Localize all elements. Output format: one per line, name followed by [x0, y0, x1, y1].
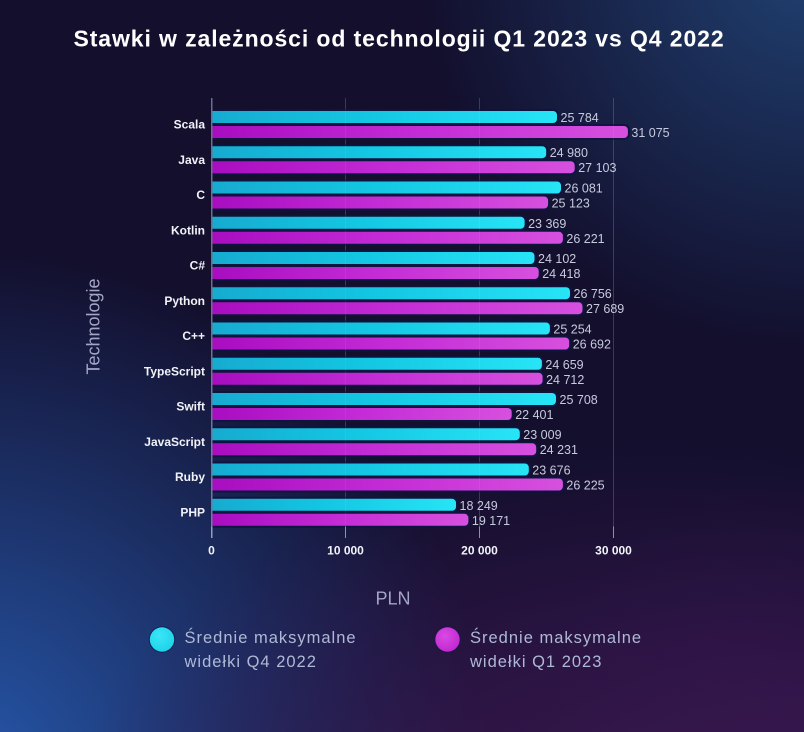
- svg-text:PHP: PHP: [180, 506, 205, 520]
- svg-text:C: C: [196, 188, 205, 202]
- svg-text:widełki Q1 2023: widełki Q1 2023: [469, 653, 602, 671]
- svg-text:24 980: 24 980: [550, 146, 588, 160]
- svg-text:25 123: 25 123: [552, 197, 590, 211]
- svg-text:24 418: 24 418: [542, 267, 580, 281]
- svg-text:26 692: 26 692: [573, 338, 611, 352]
- svg-text:27 103: 27 103: [578, 161, 616, 175]
- svg-text:24 231: 24 231: [540, 443, 578, 457]
- svg-text:C#: C#: [190, 259, 206, 273]
- svg-text:Ruby: Ruby: [175, 470, 205, 484]
- svg-text:C++: C++: [182, 329, 205, 343]
- svg-text:22 401: 22 401: [515, 408, 553, 422]
- svg-text:23 369: 23 369: [528, 217, 566, 231]
- svg-text:24 712: 24 712: [546, 373, 584, 387]
- svg-text:26 221: 26 221: [566, 232, 604, 246]
- svg-text:30 000: 30 000: [595, 544, 632, 558]
- svg-text:26 225: 26 225: [566, 479, 604, 493]
- svg-text:10 000: 10 000: [327, 544, 364, 558]
- svg-text:25 708: 25 708: [560, 393, 598, 407]
- svg-text:Średnie maksymalne: Średnie maksymalne: [470, 628, 642, 647]
- svg-text:Swift: Swift: [176, 400, 205, 414]
- svg-text:24 102: 24 102: [538, 252, 576, 266]
- svg-text:25 254: 25 254: [553, 323, 591, 337]
- svg-text:TypeScript: TypeScript: [144, 364, 205, 378]
- svg-text:19 171: 19 171: [472, 514, 510, 528]
- svg-text:PLN: PLN: [375, 589, 410, 609]
- svg-text:31 075: 31 075: [631, 126, 669, 140]
- svg-text:widełki Q4 2022: widełki Q4 2022: [184, 653, 317, 671]
- svg-text:24 659: 24 659: [545, 358, 583, 372]
- svg-text:Technologie: Technologie: [84, 278, 104, 374]
- svg-text:Stawki w zależności od technol: Stawki w zależności od technologii Q1 20…: [73, 26, 724, 52]
- svg-text:18 249: 18 249: [460, 499, 498, 513]
- svg-text:25 784: 25 784: [561, 111, 599, 125]
- svg-text:26 756: 26 756: [574, 287, 612, 301]
- svg-text:23 676: 23 676: [532, 464, 570, 478]
- svg-text:JavaScript: JavaScript: [144, 435, 205, 449]
- svg-text:0: 0: [208, 544, 215, 558]
- svg-text:Java: Java: [178, 153, 205, 167]
- svg-text:Python: Python: [164, 294, 205, 308]
- svg-text:Kotlin: Kotlin: [171, 223, 205, 237]
- svg-text:Średnie maksymalne: Średnie maksymalne: [185, 628, 357, 647]
- svg-text:27 689: 27 689: [586, 302, 624, 316]
- svg-text:20 000: 20 000: [461, 544, 498, 558]
- svg-text:26 081: 26 081: [565, 182, 603, 196]
- svg-text:23 009: 23 009: [523, 428, 561, 442]
- svg-text:Scala: Scala: [174, 118, 206, 132]
